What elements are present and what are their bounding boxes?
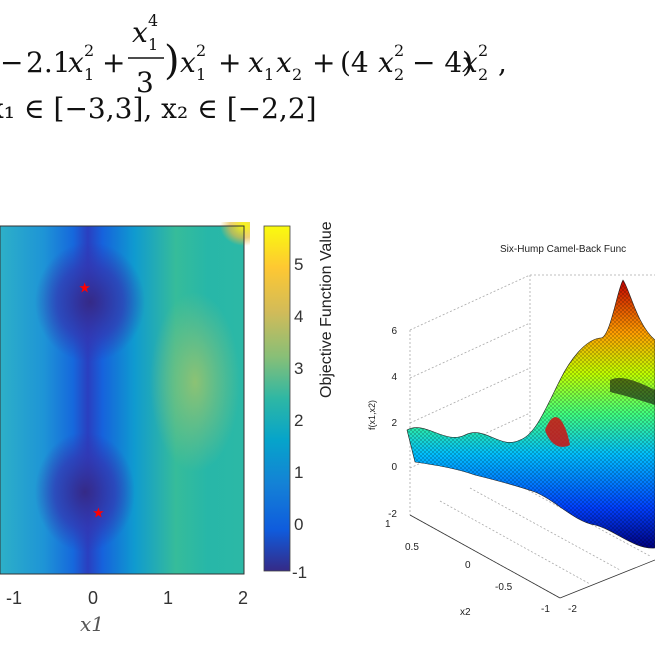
formula-x: x xyxy=(462,46,478,79)
colorbar-tick-label: 3 xyxy=(294,359,303,378)
heatmap-minimum-region xyxy=(35,242,145,362)
formula-frac-sub: 1 xyxy=(148,35,158,54)
minimum-star-marker: ★ xyxy=(92,505,105,521)
formula-sub: 1 xyxy=(264,65,274,84)
colorbar-tick-label: 0 xyxy=(294,515,303,534)
heatmap-xaxis: -1 0 1 2 xyxy=(0,584,260,614)
formula-sup: 2 xyxy=(84,41,94,60)
z-tick-label: -2 xyxy=(388,509,397,520)
formula-plus: + xyxy=(312,46,335,79)
heatmap-xlabel: x1 xyxy=(80,612,104,636)
colorbar-scale xyxy=(263,225,291,572)
formula-minus: − xyxy=(0,46,23,79)
surface-zlabel: f(x1,x2) xyxy=(367,400,377,430)
xlabel-text: x1 xyxy=(80,612,105,636)
formula-svg: − 2.1 x 1 2 + x 1 4 3 ) x 1 2 + x 1 x 2 … xyxy=(0,11,507,125)
x-tick-label: 0 xyxy=(88,588,98,608)
formula-sub: 1 xyxy=(84,65,94,84)
formula-comma: , xyxy=(498,46,507,79)
colorbar-label: Objective Function Value xyxy=(318,221,335,398)
formula-sub: 2 xyxy=(292,65,302,84)
z-tick-label: 0 xyxy=(391,462,397,473)
formula-coef: 2.1 xyxy=(26,46,71,79)
y-tick-label: 0.5 xyxy=(405,542,419,553)
z-tick-label: 2 xyxy=(391,418,397,429)
surface-svg: Six-Hump Camel-Back Func 6 4 2 xyxy=(367,244,655,618)
formula-frac-den: 3 xyxy=(136,66,154,99)
y-tick-label: 0 xyxy=(465,560,471,571)
formula-sub: 2 xyxy=(478,65,488,84)
surface-title: Six-Hump Camel-Back Func xyxy=(500,244,626,255)
formula-x: x xyxy=(68,46,84,79)
xaxis-svg: -1 0 1 2 xyxy=(6,588,248,608)
formula-sup: 2 xyxy=(196,41,206,60)
formula: − 2.1 x 1 2 + x 1 4 3 ) x 1 2 + x 1 x 2 … xyxy=(0,0,655,150)
surface-axis xyxy=(409,514,561,599)
formula-frac-sup: 4 xyxy=(148,11,158,30)
x-tick-label: -2 xyxy=(568,604,577,615)
heatmap-svg: ★★ xyxy=(0,206,268,575)
heatmap-minimum-region xyxy=(35,432,135,552)
x-tick-label: -1 xyxy=(6,588,22,608)
colorbar: 5 4 3 2 1 0 -1 xyxy=(258,222,348,582)
y-tick-label: 1 xyxy=(385,519,391,530)
heatmap-high-region xyxy=(150,292,240,472)
colorbar-tick-label: -1 xyxy=(292,563,307,582)
z-tick-label: 4 xyxy=(391,372,397,383)
surface-plot: Six-Hump Camel-Back Func 6 4 2 xyxy=(355,230,655,625)
colorbar-tick-label: 1 xyxy=(294,463,303,482)
formula-plus: + xyxy=(218,46,241,79)
minimum-star-marker: ★ xyxy=(78,281,91,297)
formula-frac-x: x xyxy=(132,16,148,49)
y-tick-label: -0.5 xyxy=(495,582,513,593)
surface-mesh xyxy=(406,279,655,549)
colorbar-svg: 5 4 3 2 1 0 -1 xyxy=(263,225,307,582)
x-tick-label: 2 xyxy=(238,588,248,608)
surface-ylabel: x2 xyxy=(460,607,471,618)
colorbar-tick-label: 4 xyxy=(294,307,303,326)
formula-paren: ) xyxy=(164,38,180,84)
formula-x: x xyxy=(248,46,264,79)
formula-sub: 2 xyxy=(394,65,404,84)
surface-axis xyxy=(559,559,655,599)
formula-sup: 2 xyxy=(478,41,488,60)
y-tick-label: -1 xyxy=(541,604,550,615)
heatmap-frame xyxy=(0,225,245,575)
heatmap-panel: ★ ★ xyxy=(0,206,268,582)
z-tick-label: 6 xyxy=(391,326,397,337)
formula-x: x xyxy=(378,46,394,79)
formula-sup: 2 xyxy=(394,41,404,60)
formula-domain: x₁ ∈ [−3,3], x₂ ∈ [−2,2] xyxy=(0,92,317,125)
formula-sub: 1 xyxy=(196,65,206,84)
formula-plus: + xyxy=(102,46,125,79)
formula-minus4: − 4) xyxy=(412,46,473,79)
formula-x: x xyxy=(180,46,196,79)
formula-x: x xyxy=(276,46,292,79)
colorbar-tick-label: 5 xyxy=(294,255,303,274)
colorbar-tick-label: 2 xyxy=(294,411,303,430)
x-tick-label: 1 xyxy=(163,588,173,608)
formula-paren-open: (4 xyxy=(340,46,369,79)
